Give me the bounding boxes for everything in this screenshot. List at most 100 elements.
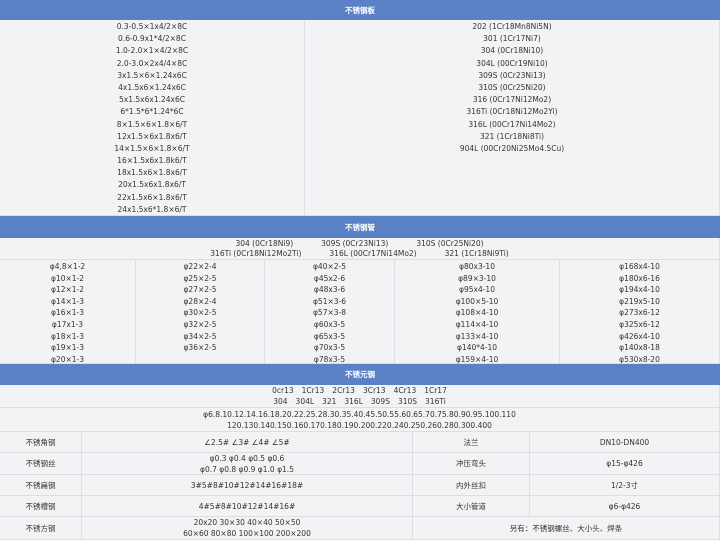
bar-section-header: 不锈元钢: [0, 364, 720, 385]
pipe-size-item: φ45x2-6: [313, 273, 346, 283]
pipe-size-item: φ4,8×1-2: [49, 262, 86, 271]
pipe-size-column: φ40×2-5 φ45x2-6 φ48x3-6 φ51×3-6 φ57×3-8 φ60x3…: [265, 260, 395, 364]
product-label: 不锈扁钢: [0, 475, 82, 496]
pipe-size-item: φ114×4-10: [455, 319, 499, 329]
pipe-size-item: φ40×2-5: [312, 262, 347, 271]
pipe-size-item: φ133×4-10: [455, 331, 499, 341]
bar-grade: 310S: [397, 397, 418, 406]
product-spec-line: 60×60 80×80 100×100 200×200: [183, 529, 311, 538]
pipe-size-item: φ30×2-5: [183, 308, 217, 318]
pipe-size-item: φ65x3-5: [313, 331, 346, 341]
pipe-size-item: φ108×4-10: [455, 308, 499, 318]
product-label: 不锈角钢: [0, 432, 82, 453]
product-spec: 3#5#8#10#12#14#16#18#: [82, 475, 413, 496]
plate-grade-item: 316L (00Cr17Ni14Mo2): [468, 119, 556, 129]
pipe-size-column: φ80x3-10 φ89×3-10 φ95x4-10 φ100×5-10 φ108×4-…: [395, 260, 560, 364]
pipe-size-item: φ426x4-10: [619, 331, 660, 341]
plate-size-item: 1.0-2.0×1×4/2×8C: [115, 46, 189, 56]
plate-size-item: 5x1.5x6x1.24x6C: [119, 95, 185, 105]
plate-grade-item: 321 (1Cr18Ni8Ti): [479, 131, 545, 141]
pipe-size-item: φ28×2-4: [183, 296, 217, 306]
bar-grades-cell: 0cr13 1Cr13 2Cr13 3Cr13 4Cr13 1Cr17 304 304L 32…: [0, 385, 720, 408]
pipe-size-item: φ80x3-10: [459, 262, 495, 271]
pipe-size-list: φ40×2-5 φ45x2-6 φ48x3-6 φ51×3-6 φ57×3-8 φ60x3…: [313, 261, 346, 365]
plate-grade-item: 310S (0Cr25Ni20): [478, 82, 546, 92]
pipe-grades-cell: 304 (0Cr18Ni9) 309S (0Cr23Ni13) 310S (0Cr2…: [0, 238, 720, 260]
product-spec: φ6-φ426: [530, 496, 720, 517]
product-label: 不锈方钢: [0, 517, 82, 540]
plate-size-item: 24x1.5x6*1.8×6/T: [117, 204, 187, 214]
bar-grade: 316L: [344, 397, 363, 406]
pipe-size-item: φ325x6-12: [619, 319, 660, 329]
bar-sizes-line-1: φ6.8.10.12.14.16.18.20.22.25.28.30.35.40…: [203, 409, 516, 419]
pipe-size-item: φ48x3-6: [313, 285, 346, 295]
pipe-size-item: φ10×1-2: [50, 273, 84, 283]
product-spec: φ0.3 φ0.4 φ0.5 φ0.6 φ0.7 φ0.8 φ0.9 φ1.0 φ…: [82, 453, 413, 475]
pipe-size-item: φ25×2-5: [183, 273, 217, 283]
pipe-size-item: φ95x4-10: [459, 285, 495, 295]
pipe-size-item: φ18×1-3: [50, 331, 84, 341]
plate-size-item: 6*1.5*6*1.24*6C: [120, 107, 184, 117]
pipe-size-item: φ140*4-10: [456, 343, 498, 353]
pipe-section-header: 不锈钢管: [0, 216, 720, 238]
pipe-size-item: φ17x1-3: [51, 319, 84, 329]
pipe-size-item: φ32×2-5: [183, 319, 217, 329]
plate-size-item: 18x1.5x6×1.8x6/T: [117, 168, 187, 178]
plate-grade-item: 304 (0Cr18Ni10): [480, 46, 544, 56]
pipe-size-list: φ80x3-10 φ89×3-10 φ95x4-10 φ100×5-10 φ108×4-…: [456, 261, 499, 365]
pipe-size-item: φ530x8-20: [619, 354, 660, 364]
plate-size-item: 0.3-0.5×1x4/2×8C: [116, 22, 188, 31]
pipe-size-item: φ273x6-12: [619, 308, 660, 318]
product-spec-line: 4#5#8#10#12#14#16#: [198, 501, 296, 511]
product-spec: φ15-φ426: [530, 453, 720, 475]
product-spec-line: ∠2.5# ∠3# ∠4# ∠5#: [204, 437, 290, 447]
plate-grades-cell: 202 (1Cr18Mn8Ni5N) 301 (1Cr17Ni7) 304 (0Cr…: [305, 20, 720, 216]
pipe-size-item: φ20×1-3: [50, 354, 84, 364]
pipe-size-column: φ22×2-4 φ25×2-5 φ27×2-5 φ28×2-4 φ30×2-5 φ32×2…: [136, 260, 265, 364]
product-label: 大小管道: [413, 496, 530, 517]
bar-grades-line-2: 304 304L 321 316L 309S 310S 316Ti: [273, 396, 446, 407]
plate-grade-item: 904L (00Cr20Ni25Mo4.5Cu): [459, 143, 565, 153]
plate-sizes-cell: 0.3-0.5×1x4/2×8C 0.6-0.9x1*4/2×8C 1.0-2.0×…: [0, 20, 305, 226]
plate-size-item: 3x1.5×6×1.24x6C: [117, 70, 187, 80]
pipe-size-item: φ100×5-10: [455, 296, 499, 306]
bar-grades-line-1: 0cr13 1Cr13 2Cr13 3Cr13 4Cr13 1Cr17: [272, 385, 447, 396]
bar-grade: 309S: [370, 397, 390, 406]
plate-size-item: 4x1.5x6×1.24x6C: [118, 82, 186, 92]
pipe-size-column: φ168x4-10 φ180x6-16 φ194x4-10 φ219x5-10 φ273…: [560, 260, 720, 364]
pipe-size-item: φ219x5-10: [619, 296, 660, 306]
pipe-size-item: φ60x3-5: [313, 319, 346, 329]
pipe-size-item: φ180x6-16: [619, 273, 660, 283]
pipe-size-item: φ140x8-18: [619, 343, 660, 353]
plate-grade-item: 309S (0Cr23Ni13): [478, 70, 546, 80]
other-products-note: 另有：不锈钢螺丝、大小头、焊条: [413, 517, 720, 540]
pipe-size-item: φ51×3-6: [312, 296, 347, 306]
pipe-size-item: φ159×4-10: [455, 354, 499, 364]
bar-grade: 3Cr13: [362, 386, 386, 395]
pipe-grades-line-1: 304 (0Cr18Ni9) 309S (0Cr23Ni13) 310S (0Cr2…: [235, 239, 483, 249]
plate-size-item: 12x1.5×6x1.8x6/T: [117, 131, 187, 141]
product-label: 法兰: [413, 432, 530, 453]
product-spec-line: φ0.7 φ0.8 φ0.9 φ1.0 φ1.5: [200, 464, 294, 474]
product-spec: 1/2-3寸: [530, 475, 720, 496]
plate-size-item: 16×1.5x6x1.8k6/T: [117, 156, 187, 166]
bar-grade: 1Cr13: [301, 386, 325, 395]
bar-grade: 4Cr13: [393, 386, 417, 395]
pipe-size-item: φ89×3-10: [458, 273, 496, 283]
pipe-grade: 316Ti (0Cr18Ni12Mo2Ti): [210, 248, 302, 258]
bar-sizes-cell: φ6.8.10.12.14.16.18.20.22.25.28.30.35.40…: [0, 408, 720, 432]
product-spec: DN10-DN400: [530, 432, 720, 453]
product-spec: 4#5#8#10#12#14#16#: [82, 496, 413, 517]
plate-size-item: 2.0-3.0×2x4/4×8C: [116, 58, 188, 68]
pipe-size-item: φ78x3-5: [313, 354, 346, 364]
pipe-size-column: φ4,8×1-2 φ10×1-2 φ12×1-2 φ14×1-3 φ16×1-3 φ17x…: [0, 260, 136, 364]
pipe-size-list: φ168x4-10 φ180x6-16 φ194x4-10 φ219x5-10 φ273…: [619, 261, 660, 365]
plate-grade-item: 301 (1Cr17Ni7): [483, 34, 541, 44]
plate-section-header: 不锈钢板: [0, 0, 720, 20]
pipe-grade: 310S (0Cr25Ni20): [416, 238, 484, 248]
pipe-size-item: φ19×1-3: [50, 343, 84, 353]
bar-grade: 304: [273, 397, 288, 406]
pipe-size-list: φ22×2-4 φ25×2-5 φ27×2-5 φ28×2-4 φ30×2-5 φ32×2…: [183, 261, 216, 354]
product-label: 内外丝扣: [413, 475, 530, 496]
bar-sizes-line-2: 120.130.140.150.160.170.180.190.200.220.…: [227, 420, 492, 430]
